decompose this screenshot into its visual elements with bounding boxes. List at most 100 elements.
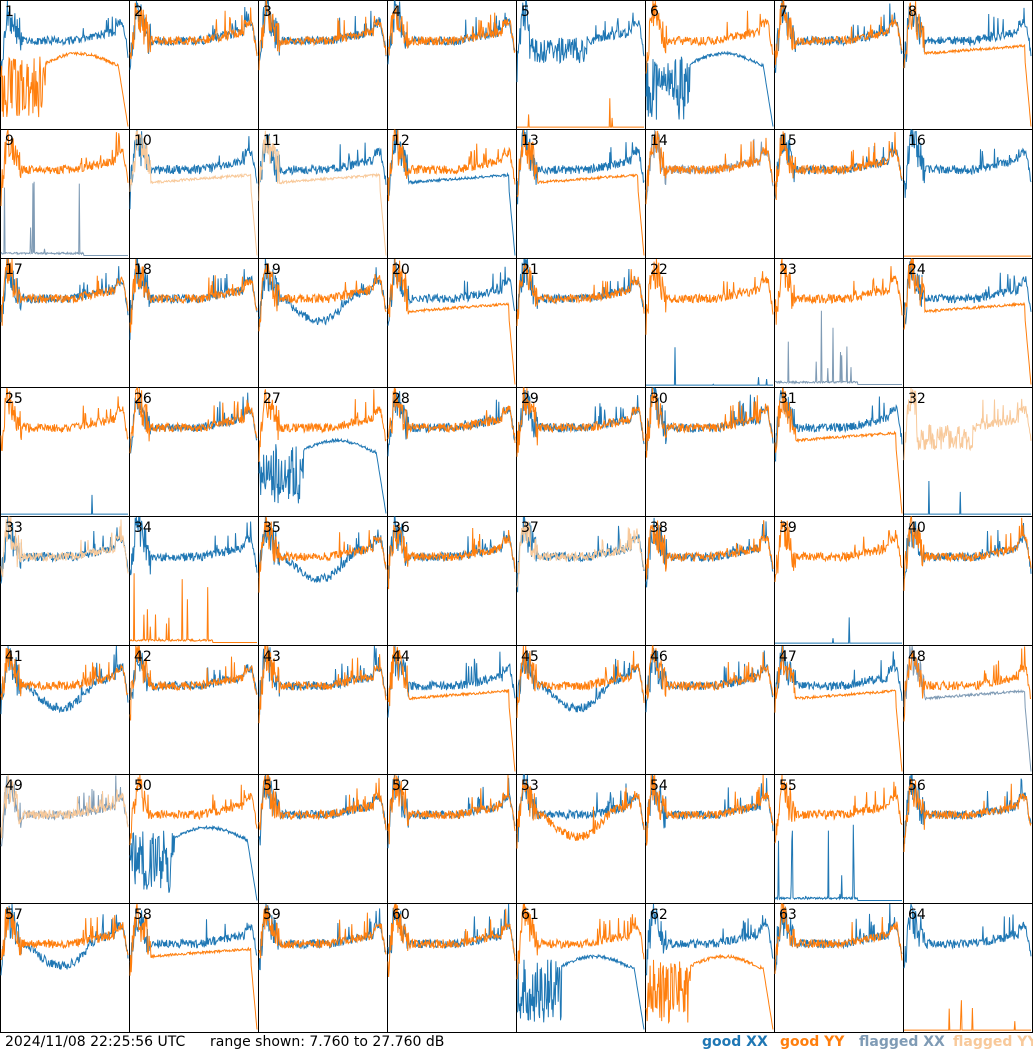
tile-41: 41 [0, 645, 130, 775]
series-yy-46 [645, 645, 774, 699]
tile-61: 61 [516, 903, 646, 1033]
series-yy-48 [903, 646, 1031, 722]
tile-frame [0, 129, 130, 259]
tile-frame [645, 387, 775, 517]
tile-frame [387, 903, 517, 1033]
tile-frame [774, 774, 904, 904]
tile-22: 22 [645, 258, 775, 388]
tile-51: 51 [258, 774, 388, 904]
tile-frame [645, 516, 775, 646]
tile-frame [774, 258, 904, 388]
series-xx-12 [387, 129, 516, 256]
tile-frame [258, 774, 388, 904]
series-yy-43 [258, 645, 387, 724]
tile-label: 14 [650, 133, 668, 149]
tile-frame [516, 129, 646, 259]
series-yy-1 [0, 50, 129, 127]
series-yy-35 [258, 516, 387, 593]
tile-label: 52 [392, 778, 410, 794]
tile-label: 24 [908, 262, 926, 278]
series-xx-23 [774, 310, 902, 385]
tile-label: 51 [263, 778, 281, 794]
tile-40: 40 [903, 516, 1033, 646]
tile-frame [774, 516, 904, 646]
tile-frame [258, 516, 388, 646]
tile-label: 49 [5, 778, 23, 794]
tile-label: 38 [650, 520, 668, 536]
tile-47: 47 [774, 645, 904, 775]
tile-58: 58 [129, 903, 259, 1033]
tile-label: 45 [521, 649, 539, 665]
tile-46: 46 [645, 645, 775, 775]
tile-frame [129, 258, 259, 388]
tile-frame [645, 0, 775, 130]
series-xx-6 [645, 50, 774, 127]
series-xx-16 [903, 129, 1032, 198]
tile-frame [516, 516, 646, 646]
tile-10: 10 [129, 129, 259, 259]
tile-frame [903, 0, 1033, 130]
tile-63: 63 [774, 903, 904, 1033]
tile-label: 54 [650, 778, 668, 794]
tile-label: 1 [5, 4, 14, 20]
tile-label: 3 [263, 4, 272, 20]
tile-38: 38 [645, 516, 775, 646]
series-xx-27 [258, 437, 387, 514]
tile-39: 39 [774, 516, 904, 646]
tile-label: 13 [521, 133, 539, 149]
tile-label: 28 [392, 391, 410, 407]
series-yy-59 [258, 905, 387, 959]
tile-label: 19 [263, 262, 281, 278]
tile-label: 36 [392, 520, 410, 536]
series-yy-38 [645, 520, 774, 580]
series-yy-23 [774, 258, 903, 325]
series-yy-7 [774, 0, 903, 65]
tile-frame [903, 387, 1033, 517]
series-yy-36 [387, 523, 516, 590]
series-xx-22 [646, 347, 773, 386]
tile-9: 9 [0, 129, 130, 259]
tile-frame [258, 645, 388, 775]
legend-good-yy: good YY [780, 1034, 845, 1050]
series-xx-44 [387, 645, 516, 718]
tile-31: 31 [774, 387, 904, 517]
series-yy-31 [774, 387, 903, 514]
series-yy-22 [645, 258, 774, 335]
series-yy-41 [0, 647, 129, 700]
tile-24: 24 [903, 258, 1033, 388]
series-yy-11 [258, 130, 387, 256]
series-yy-12 [387, 129, 516, 202]
series-yy-50 [129, 774, 258, 846]
series-yy-49 [0, 774, 129, 839]
series-xx-10 [129, 129, 258, 210]
tile-20: 20 [387, 258, 517, 388]
tile-33: 33 [0, 516, 130, 646]
tile-label: 7 [779, 4, 788, 20]
tile-57: 57 [0, 903, 130, 1033]
tile-frame [387, 645, 517, 775]
range-text: range shown: 7.760 to 27.760 dB [210, 1034, 445, 1050]
series-yy-28 [387, 387, 516, 444]
tile-label: 8 [908, 4, 917, 20]
series-yy-17 [0, 258, 129, 326]
series-yy-32 [903, 387, 1032, 461]
tile-frame [516, 774, 646, 904]
series-xx-11 [258, 133, 387, 187]
legend-flagged-yy: flagged YY [953, 1034, 1033, 1050]
tile-30: 30 [645, 387, 775, 517]
series-yy-56 [903, 778, 1032, 853]
tile-frame [129, 129, 259, 259]
tile-25: 25 [0, 387, 130, 517]
series-yy-14 [645, 130, 774, 205]
tile-27: 27 [258, 387, 388, 517]
series-yy-6 [645, 0, 774, 74]
series-yy-39 [774, 519, 903, 583]
tile-label: 59 [263, 907, 281, 923]
tile-21: 21 [516, 258, 646, 388]
tile-label: 21 [521, 262, 539, 278]
tile-label: 25 [5, 391, 23, 407]
series-xx-48 [903, 645, 1032, 772]
tile-32: 32 [903, 387, 1033, 517]
series-xx-24 [903, 258, 1032, 325]
tile-label: 20 [392, 262, 410, 278]
